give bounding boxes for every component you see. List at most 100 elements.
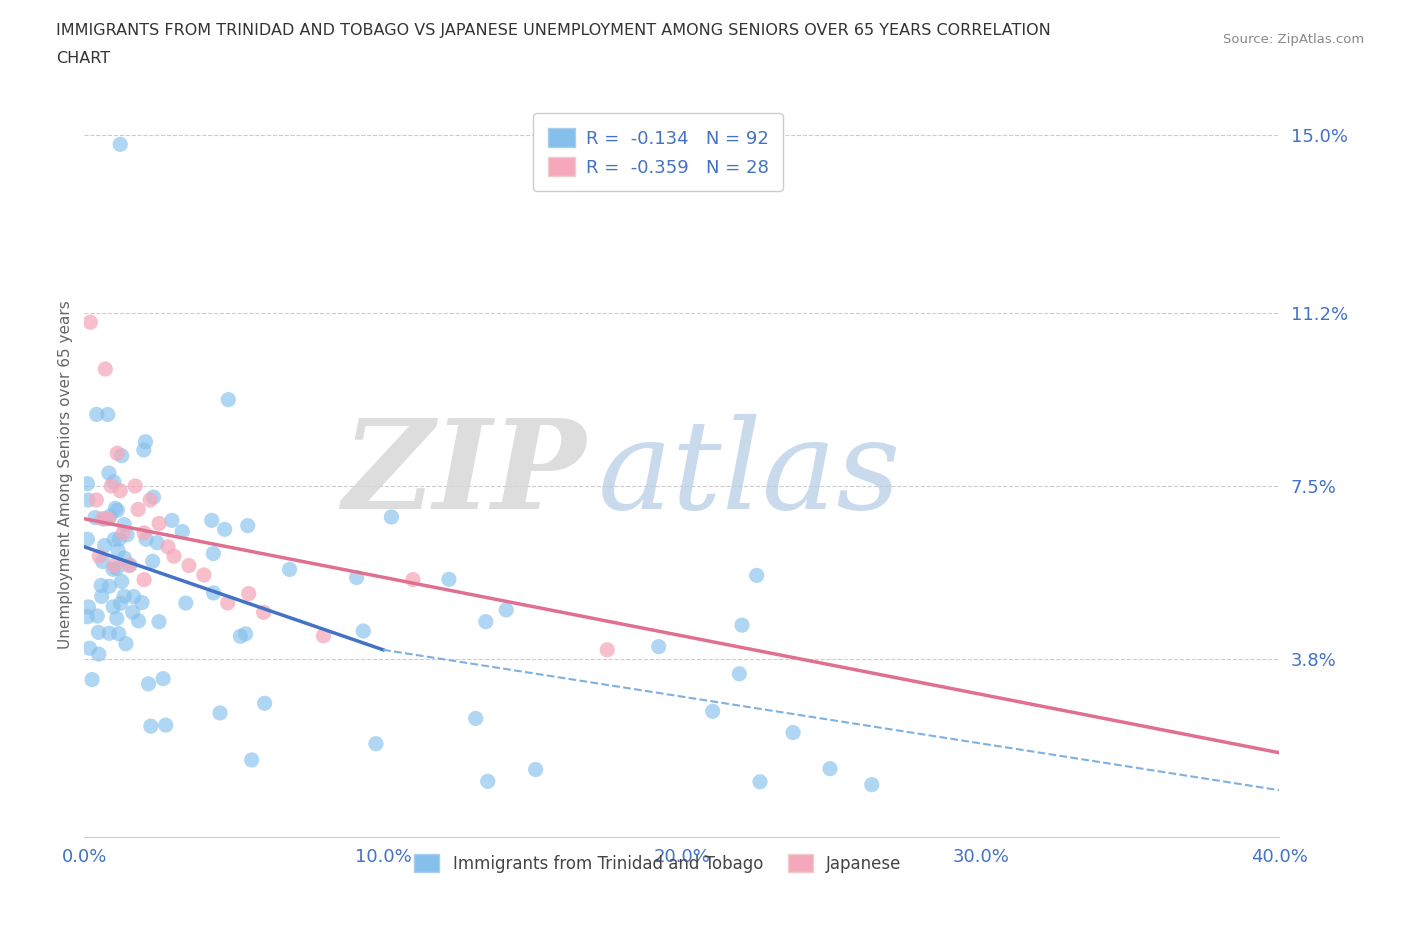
Point: [93, 512, 115, 526]
Point: [86, 608, 108, 623]
Point: [202, 546, 225, 561]
Point: [90, 578, 112, 592]
Point: [312, 629, 335, 644]
Point: [105, 445, 128, 460]
Point: [108, 532, 131, 547]
Point: [79, 314, 101, 329]
Point: [138, 676, 160, 691]
Point: [253, 696, 276, 711]
Point: [98, 578, 121, 593]
Point: [229, 629, 252, 644]
Point: [80, 672, 103, 687]
Point: [745, 568, 768, 583]
Text: atlas: atlas: [599, 414, 901, 535]
Point: [110, 137, 132, 152]
Point: [100, 479, 122, 494]
Point: [238, 586, 260, 601]
Point: [107, 503, 129, 518]
Point: [111, 448, 134, 463]
Point: [728, 667, 751, 682]
Point: [103, 600, 125, 615]
Point: [120, 558, 142, 573]
Point: [782, 725, 804, 740]
Point: [148, 516, 170, 531]
Point: [94, 362, 117, 377]
Point: [107, 626, 129, 641]
Point: [79, 641, 101, 656]
Point: [495, 603, 517, 618]
Point: [464, 711, 486, 725]
Point: [97, 512, 120, 526]
Point: [352, 624, 374, 639]
Point: [240, 752, 263, 767]
Point: [278, 562, 301, 577]
Point: [160, 513, 183, 528]
Point: [177, 558, 200, 573]
Point: [103, 558, 125, 573]
Point: [214, 522, 236, 537]
Point: [155, 718, 177, 733]
Point: [91, 554, 114, 569]
Point: [98, 509, 121, 524]
Point: [193, 567, 215, 582]
Point: [118, 558, 141, 573]
Point: [111, 574, 134, 589]
Point: [157, 539, 180, 554]
Point: [132, 572, 156, 587]
Point: [702, 704, 724, 719]
Point: [89, 549, 111, 564]
Point: [139, 719, 162, 734]
Point: [87, 646, 110, 661]
Point: [93, 538, 115, 553]
Point: [135, 532, 157, 547]
Point: [475, 614, 498, 629]
Point: [127, 614, 149, 629]
Point: [76, 476, 98, 491]
Point: [77, 493, 100, 508]
Point: [437, 572, 460, 587]
Point: [98, 626, 121, 641]
Point: [217, 392, 239, 407]
Point: [146, 536, 169, 551]
Point: [86, 493, 108, 508]
Point: [402, 572, 425, 587]
Point: [818, 762, 841, 777]
Point: [122, 590, 145, 604]
Point: [90, 589, 112, 604]
Point: [202, 586, 225, 601]
Point: [132, 443, 155, 458]
Point: [103, 532, 125, 547]
Point: [201, 512, 224, 527]
Point: [236, 518, 259, 533]
Point: [115, 527, 138, 542]
Point: [87, 625, 110, 640]
Text: CHART: CHART: [56, 51, 110, 66]
Point: [76, 532, 98, 547]
Point: [107, 543, 129, 558]
Point: [112, 517, 135, 532]
Point: [110, 596, 132, 611]
Legend: Immigrants from Trinidad and Tobago, Japanese: Immigrants from Trinidad and Tobago, Jap…: [408, 847, 908, 880]
Y-axis label: Unemployment Among Seniors over 65 years: Unemployment Among Seniors over 65 years: [58, 300, 73, 649]
Point: [103, 474, 125, 489]
Point: [110, 484, 132, 498]
Point: [124, 479, 146, 494]
Point: [524, 762, 547, 777]
Point: [172, 525, 194, 539]
Point: [152, 671, 174, 686]
Point: [105, 561, 128, 576]
Point: [174, 595, 197, 610]
Point: [131, 595, 153, 610]
Point: [115, 636, 138, 651]
Point: [77, 600, 100, 615]
Point: [127, 502, 149, 517]
Point: [112, 551, 135, 565]
Point: [104, 501, 127, 516]
Point: [91, 512, 114, 526]
Point: [139, 493, 162, 508]
Point: [217, 595, 239, 610]
Point: [76, 609, 98, 624]
Point: [364, 737, 387, 751]
Point: [134, 434, 156, 449]
Point: [112, 525, 135, 540]
